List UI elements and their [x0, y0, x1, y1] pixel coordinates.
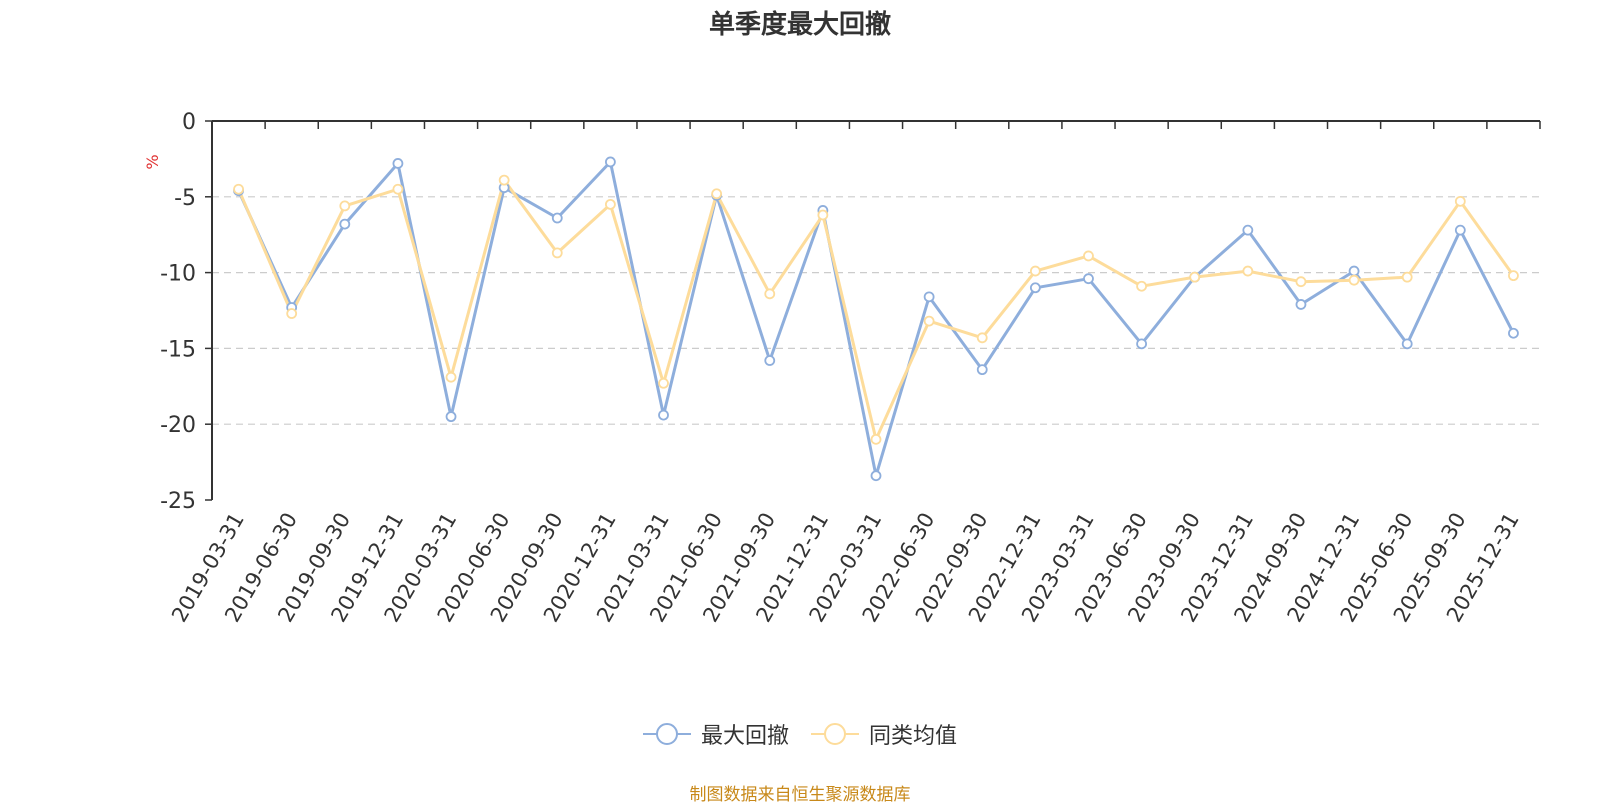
data-point-series-2 — [1029, 265, 1041, 277]
axes — [205, 120, 1541, 501]
y-axis-unit-label: % — [143, 154, 162, 169]
data-point-series-1 — [1454, 224, 1466, 236]
y-tick-label: -15 — [160, 337, 196, 362]
data-point-series-2 — [1401, 271, 1413, 283]
y-tick-label: -25 — [160, 489, 196, 514]
data-point-series-2 — [445, 371, 457, 383]
legend-marker-series-1 — [642, 723, 691, 745]
series-lines — [233, 156, 1519, 482]
data-point-series-2 — [923, 315, 935, 327]
data-point-series-1 — [1136, 338, 1147, 350]
data-point-series-1 — [1242, 224, 1254, 236]
grid-lines — [212, 196, 1540, 425]
data-point-series-2 — [764, 288, 776, 300]
tick-labels: 0-5-10-15-20-25%2019-03-312019-06-302019… — [143, 110, 1524, 626]
data-point-series-1 — [1508, 327, 1519, 339]
data-point-series-2 — [1189, 271, 1201, 283]
data-point-series-1 — [1083, 273, 1094, 285]
y-tick-label: -10 — [160, 262, 196, 287]
data-point-series-2 — [1136, 280, 1147, 292]
source-note: 制图数据来自恒生聚源数据库 — [689, 785, 911, 805]
data-point-series-2 — [1242, 265, 1254, 277]
data-point-series-2 — [976, 332, 988, 344]
data-point-series-1 — [870, 470, 882, 482]
data-point-series-2 — [1295, 276, 1307, 288]
data-point-series-2 — [817, 209, 829, 221]
legend-item-series-1[interactable]: 最大回撤 — [642, 718, 789, 750]
legend-label-series-1: 最大回撤 — [700, 724, 789, 749]
y-tick-label: -20 — [160, 413, 196, 438]
data-point-series-2 — [1348, 274, 1360, 286]
data-point-series-1 — [764, 355, 776, 366]
data-point-series-1 — [923, 291, 935, 303]
data-point-series-2 — [711, 188, 723, 200]
data-point-series-2 — [339, 200, 351, 212]
data-point-series-1 — [1348, 265, 1360, 277]
data-point-series-2 — [498, 174, 510, 186]
series-line-1 — [237, 160, 1515, 478]
data-point-series-2 — [551, 247, 563, 259]
y-tick-label: 0 — [182, 110, 196, 135]
data-point-series-1 — [392, 158, 404, 169]
legend-label-series-2: 同类均值 — [869, 724, 958, 749]
data-point-series-2 — [233, 183, 244, 195]
data-point-series-1 — [1401, 338, 1413, 350]
legend: 最大回撤 同类均值 — [0, 718, 1600, 750]
data-point-series-1 — [1295, 299, 1307, 310]
data-point-series-1 — [551, 212, 563, 224]
data-point-series-2 — [1508, 270, 1519, 282]
data-point-series-2 — [658, 377, 669, 389]
data-point-series-2 — [605, 198, 616, 210]
y-tick-label: -5 — [174, 186, 196, 211]
data-point-series-1 — [445, 411, 457, 423]
legend-marker-series-2 — [811, 723, 859, 745]
legend-item-series-2[interactable]: 同类均值 — [811, 718, 957, 750]
data-point-series-2 — [286, 308, 298, 319]
data-point-series-2 — [1454, 195, 1466, 207]
data-point-series-1 — [1029, 282, 1041, 294]
data-point-series-1 — [658, 409, 669, 421]
data-point-series-1 — [976, 364, 988, 376]
data-point-series-2 — [392, 183, 404, 195]
data-point-series-2 — [870, 433, 882, 445]
chart-title: 单季度最大回撤 — [708, 10, 891, 40]
data-point-series-2 — [1083, 250, 1094, 262]
data-point-series-1 — [339, 218, 351, 230]
data-point-series-1 — [605, 156, 616, 168]
